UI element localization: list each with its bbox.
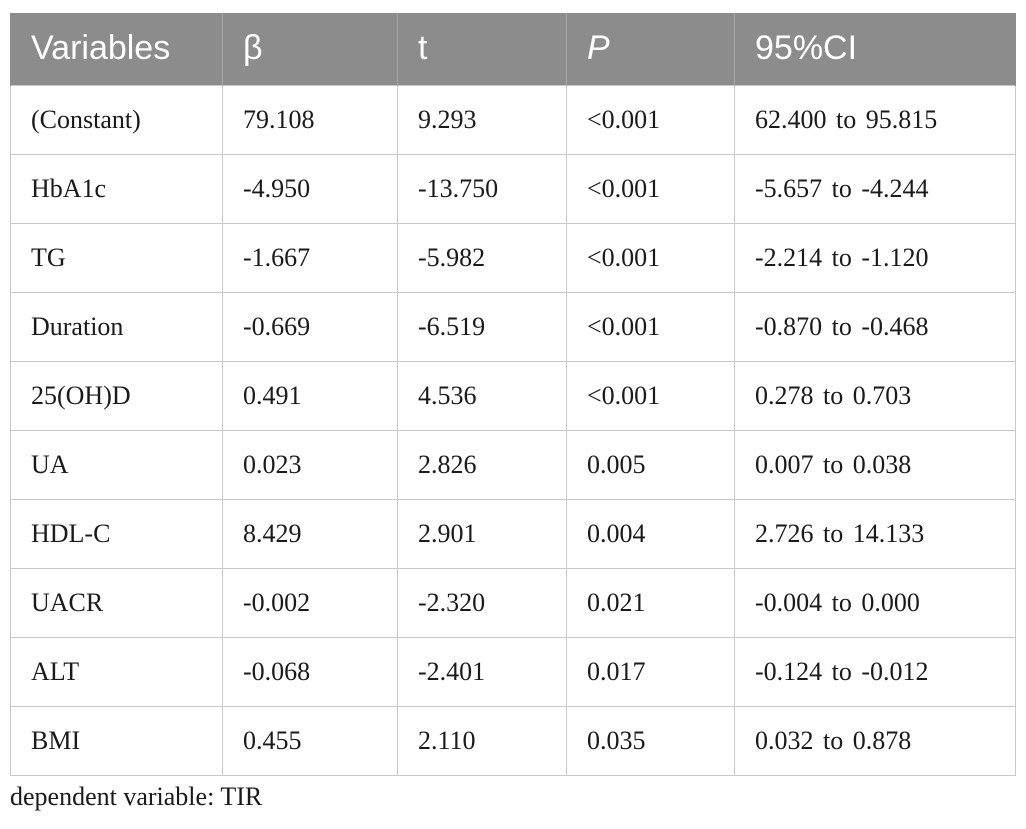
table-header: Variables β t P 95%CI	[10, 13, 1016, 85]
t-cell: -13.750	[397, 153, 567, 224]
p-cell: <0.001	[566, 360, 735, 431]
variable-cell: BMI	[10, 705, 223, 776]
p-cell: 0.004	[566, 498, 735, 569]
beta-cell: 0.023	[222, 429, 398, 500]
table-row: UACR -0.002 -2.320 0.021 -0.004 to 0.000	[10, 567, 1016, 638]
variable-cell: ALT	[10, 636, 223, 707]
table-row: HDL-C 8.429 2.901 0.004 2.726 to 14.133	[10, 498, 1016, 569]
t-cell: 2.826	[397, 429, 567, 500]
table-row: ALT -0.068 -2.401 0.017 -0.124 to -0.012	[10, 636, 1016, 707]
beta-cell: 8.429	[222, 498, 398, 569]
t-cell: 4.536	[397, 360, 567, 431]
beta-cell: -1.667	[222, 222, 398, 293]
variable-cell: Duration	[10, 291, 223, 362]
t-cell: -2.401	[397, 636, 567, 707]
p-cell: 0.005	[566, 429, 735, 500]
beta-cell: -4.950	[222, 153, 398, 224]
variable-cell: UACR	[10, 567, 223, 638]
beta-cell: 0.455	[222, 705, 398, 776]
t-cell: 2.110	[397, 705, 567, 776]
ci-cell: -5.657 to -4.244	[734, 153, 1016, 224]
beta-cell: 0.491	[222, 360, 398, 431]
header-t: t	[397, 13, 567, 85]
header-beta: β	[222, 13, 398, 85]
header-ci: 95%CI	[734, 13, 1016, 85]
regression-table: Variables β t P 95%CI (Constant) 79.108 9.…	[10, 13, 1016, 776]
table-row: UA 0.023 2.826 0.005 0.007 to 0.038	[10, 429, 1016, 500]
ci-cell: -0.870 to -0.468	[734, 291, 1016, 362]
p-cell: <0.001	[566, 291, 735, 362]
t-cell: 2.901	[397, 498, 567, 569]
regression-table-container: Variables β t P 95%CI (Constant) 79.108 9.…	[10, 13, 1016, 776]
ci-cell: 0.007 to 0.038	[734, 429, 1016, 500]
header-p: P	[566, 13, 735, 85]
ci-cell: 2.726 to 14.133	[734, 498, 1016, 569]
t-cell: -5.982	[397, 222, 567, 293]
beta-cell: -0.068	[222, 636, 398, 707]
table-row: HbA1c -4.950 -13.750 <0.001 -5.657 to -4.244	[10, 153, 1016, 224]
variable-cell: HbA1c	[10, 153, 223, 224]
p-cell: <0.001	[566, 153, 735, 224]
table-row: 25(OH)D 0.491 4.536 <0.001 0.278 to 0.703	[10, 360, 1016, 431]
ci-cell: 0.278 to 0.703	[734, 360, 1016, 431]
beta-cell: -0.669	[222, 291, 398, 362]
beta-cell: -0.002	[222, 567, 398, 638]
ci-cell: -0.004 to 0.000	[734, 567, 1016, 638]
variable-cell: HDL-C	[10, 498, 223, 569]
table-row: BMI 0.455 2.110 0.035 0.032 to 0.878	[10, 705, 1016, 776]
table-row: Duration -0.669 -6.519 <0.001 -0.870 to -0.4…	[10, 291, 1016, 362]
ci-cell: -0.124 to -0.012	[734, 636, 1016, 707]
t-cell: 9.293	[397, 84, 567, 155]
table-row: (Constant) 79.108 9.293 <0.001 62.400 to 95.…	[10, 84, 1016, 155]
t-cell: -2.320	[397, 567, 567, 638]
variable-cell: UA	[10, 429, 223, 500]
p-cell: 0.035	[566, 705, 735, 776]
ci-cell: -2.214 to -1.120	[734, 222, 1016, 293]
header-variables: Variables	[10, 13, 223, 85]
beta-cell: 79.108	[222, 84, 398, 155]
table-row: TG -1.667 -5.982 <0.001 -2.214 to -1.120	[10, 222, 1016, 293]
t-cell: -6.519	[397, 291, 567, 362]
variable-cell: TG	[10, 222, 223, 293]
variable-cell: (Constant)	[10, 84, 223, 155]
ci-cell: 0.032 to 0.878	[734, 705, 1016, 776]
p-cell: 0.021	[566, 567, 735, 638]
p-cell: <0.001	[566, 84, 735, 155]
table-body: (Constant) 79.108 9.293 <0.001 62.400 to 95.…	[10, 84, 1016, 776]
ci-cell: 62.400 to 95.815	[734, 84, 1016, 155]
p-cell: <0.001	[566, 222, 735, 293]
table-footnote: dependent variable: TIR	[10, 782, 263, 811]
variable-cell: 25(OH)D	[10, 360, 223, 431]
header-row: Variables β t P 95%CI	[10, 13, 1016, 85]
p-cell: 0.017	[566, 636, 735, 707]
